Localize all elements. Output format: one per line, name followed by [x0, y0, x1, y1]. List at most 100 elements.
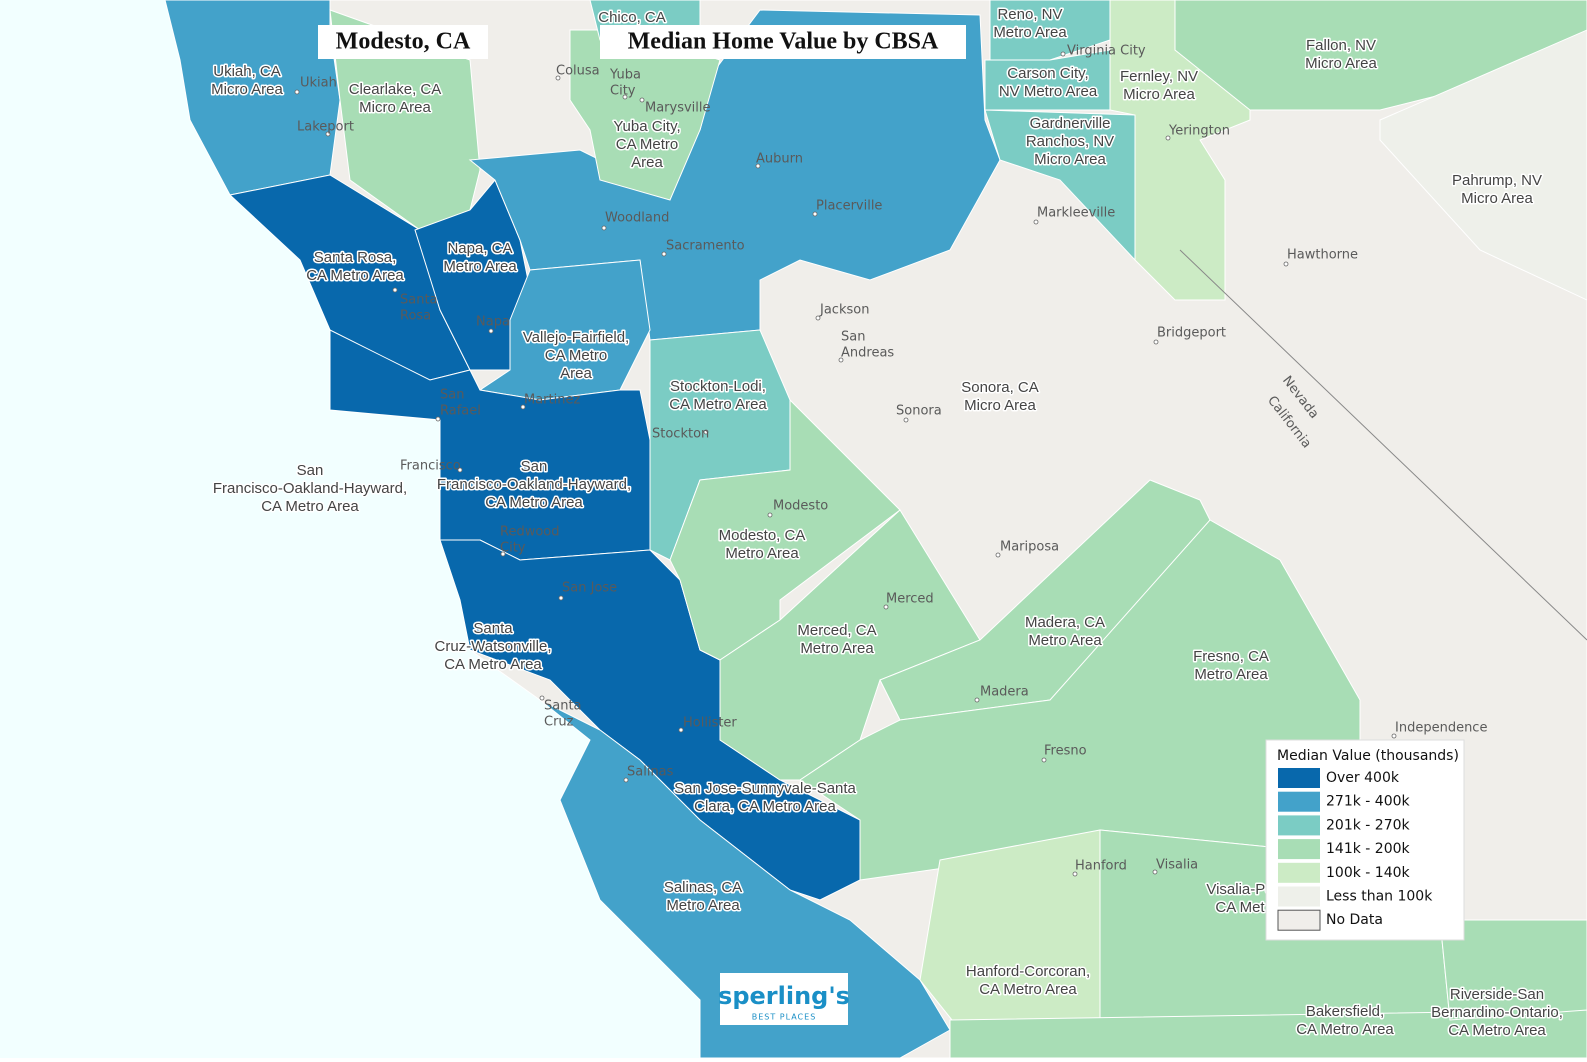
region-label: Visalia-Po: [1206, 881, 1273, 898]
legend-swatch: [1278, 839, 1320, 860]
city-dot: [661, 251, 667, 257]
region-label: CA Met: [1215, 899, 1265, 916]
region-label: CA Metro Area: [485, 494, 583, 511]
region-label: Francisco-Oakland-Hayward,: [437, 476, 631, 493]
region: [984, 109, 1136, 262]
city-dot: [1033, 219, 1039, 225]
state-border: [1179, 249, 1587, 641]
city-label: Santa: [400, 293, 438, 308]
city-label: Mariposa: [1000, 540, 1059, 555]
region-label: Reno, NV: [997, 6, 1062, 23]
city-label: Sacramento: [666, 239, 745, 254]
legend-label: 100k - 140k: [1326, 865, 1411, 881]
city-dot: [392, 287, 398, 293]
region: [1439, 919, 1587, 1021]
city-dot: [755, 163, 761, 169]
city-dot: [457, 467, 463, 473]
region-label: Napa, CA: [447, 240, 512, 257]
city-dot: [555, 75, 561, 81]
city-label: Lakeport: [297, 120, 354, 135]
region-label: Fernley, NV: [1120, 68, 1198, 85]
region-label: Micro Area: [1123, 86, 1195, 103]
city-label: Santa: [544, 699, 582, 714]
region: [1379, 29, 1587, 301]
region-label: Yuba City,: [613, 118, 680, 135]
region-label: Micro Area: [1034, 151, 1106, 168]
city-dot: [1060, 51, 1066, 57]
region-label: Gardnerville: [1030, 115, 1111, 132]
region-label: Micro Area: [1461, 190, 1533, 207]
logo-name: sperling's: [718, 982, 850, 1010]
city-dot: [678, 727, 684, 733]
region-label: Clara, CA Metro Area: [694, 798, 836, 815]
legend-swatch: [1278, 815, 1320, 836]
region-label: Fresno, CA: [1193, 648, 1269, 665]
region-label: Merced, CA: [797, 622, 876, 639]
region-label: CA Metro Area: [306, 267, 404, 284]
region-label: Clearlake, CA: [349, 81, 442, 98]
region-label: Bakersfield,: [1306, 1003, 1384, 1020]
region-label: Francisco-Oakland-Hayward,: [213, 480, 407, 497]
city-dot: [325, 131, 331, 137]
city-label: San: [841, 330, 865, 345]
city-label: Madera: [980, 685, 1029, 700]
title-box: [318, 25, 488, 59]
city-label: Rafael: [440, 404, 481, 419]
city-label: Sonora: [896, 404, 942, 419]
region-label: Chico, CA: [598, 9, 666, 26]
region-label: Metro Area: [443, 258, 517, 275]
city-dot: [883, 604, 889, 610]
subtitle-box: [600, 25, 966, 59]
region-label: Modesto, CA: [719, 527, 806, 544]
region-label: CA Metro Area: [261, 498, 359, 515]
city-label: San: [440, 388, 464, 403]
city-label: Francisco: [400, 459, 461, 474]
city-label: Placerville: [816, 199, 882, 214]
city-label: Yerington: [1168, 124, 1230, 139]
region-label: CA Metro Area: [979, 981, 1077, 998]
region-label: CA Metro Area: [1448, 1022, 1546, 1039]
region-label: Salinas, CA: [664, 879, 742, 896]
region-label: Area: [631, 154, 663, 171]
region-label: Vallejo-Fairfield,: [523, 329, 629, 346]
city-label: Visalia: [1156, 858, 1198, 873]
city-label: Andreas: [841, 346, 894, 361]
region-label: Ranchos, NV: [1026, 133, 1114, 150]
city-dot: [1283, 261, 1289, 267]
city-dot: [435, 416, 441, 422]
city-dot: [1041, 757, 1047, 763]
city-dot: [1165, 135, 1171, 141]
city-dot: [558, 595, 564, 601]
city-dot: [539, 695, 545, 701]
city-label: Napa: [476, 315, 510, 330]
region-label: Santa Rosa,: [314, 249, 397, 266]
region: [669, 398, 901, 661]
city-dot: [294, 89, 300, 95]
region-label: CA Metro Area: [1296, 1021, 1394, 1038]
region-label: San Jose-Sunnyvale-Santa: [674, 780, 856, 797]
region-label: Metro Area: [800, 640, 874, 657]
city-dot: [812, 211, 818, 217]
city-label: Independence: [1395, 721, 1487, 736]
city-label: Markleeville: [1037, 206, 1115, 221]
region-label: CA Metro: [616, 136, 679, 153]
region-label: Micro Area: [964, 397, 1036, 414]
legend-label: Less than 100k: [1326, 889, 1433, 905]
city-label: Ukiah: [300, 76, 337, 91]
city-label: Hawthorne: [1287, 248, 1358, 263]
region: [919, 829, 1101, 1031]
city-label: San Jose: [562, 581, 617, 596]
city-label: Virginia City: [1067, 44, 1146, 59]
legend-label: 271k - 400k: [1326, 794, 1411, 810]
region-label: CA Metro Area: [444, 656, 542, 673]
city-label: Yuba: [609, 68, 641, 83]
city-label: City: [500, 541, 526, 556]
legend-label: 141k - 200k: [1326, 841, 1411, 857]
city-dot: [488, 328, 494, 334]
city-dot: [520, 404, 526, 410]
city-label: Martinez: [524, 393, 580, 408]
region-label: Metro Area: [725, 545, 799, 562]
city-dot: [838, 357, 844, 363]
region-label: Metro Area: [666, 897, 740, 914]
logo-box: [720, 973, 848, 1025]
